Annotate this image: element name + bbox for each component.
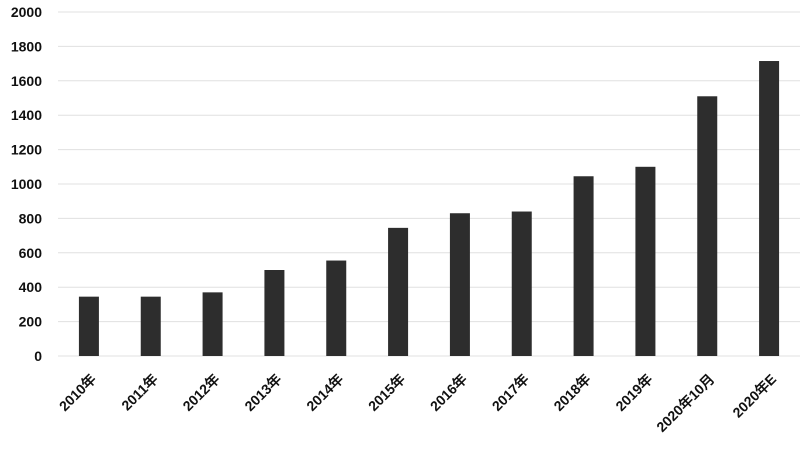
y-tick-label: 2000 — [11, 4, 42, 20]
y-tick-label: 1400 — [11, 107, 42, 123]
x-tick-label: 2015年 — [365, 371, 408, 414]
x-tick-label: 2014年 — [303, 371, 346, 414]
y-tick-label: 400 — [19, 279, 43, 295]
bar — [759, 61, 780, 357]
x-tick-label: 2020年E — [729, 371, 779, 421]
y-tick-label: 200 — [19, 314, 43, 330]
bar — [202, 292, 223, 356]
x-tick-label: 2016年 — [427, 371, 470, 414]
bar — [511, 211, 532, 356]
bar — [635, 166, 656, 356]
y-tick-label: 1000 — [11, 176, 42, 192]
x-tick-label: 2011年 — [118, 371, 161, 414]
x-tick-label: 2019年 — [612, 371, 655, 414]
y-tick-label: 600 — [19, 245, 43, 261]
x-tick-label: 2012年 — [179, 371, 222, 414]
bar — [697, 96, 718, 356]
x-tick-label: 2018年 — [550, 371, 593, 414]
x-tick-label: 2020年10月 — [653, 371, 717, 435]
y-tick-label: 1200 — [11, 142, 42, 158]
bar — [573, 176, 594, 356]
y-tick-label: 0 — [34, 348, 42, 364]
bar — [388, 227, 409, 356]
bar — [140, 296, 161, 356]
bar — [264, 270, 285, 356]
y-tick-label: 1800 — [11, 38, 42, 54]
y-tick-label: 1600 — [11, 73, 42, 89]
y-tick-label: 800 — [19, 210, 43, 226]
bar — [326, 260, 347, 356]
bar — [78, 296, 99, 356]
x-tick-label: 2010年 — [56, 371, 99, 414]
x-tick-label: 2017年 — [489, 371, 532, 414]
bar — [449, 213, 470, 356]
x-tick-label: 2013年 — [241, 371, 284, 414]
